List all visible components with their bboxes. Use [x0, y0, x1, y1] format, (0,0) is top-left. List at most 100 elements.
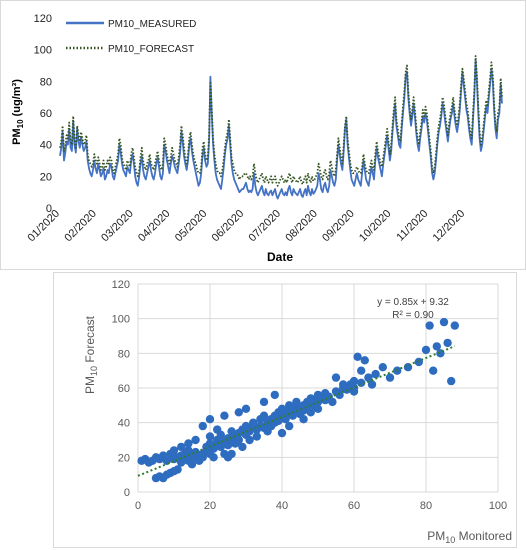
scatter-point — [259, 411, 269, 420]
y2-title-sub: 10 — [89, 366, 99, 376]
x-title-rest: Monitored — [455, 529, 512, 543]
x2-tick-label-3: 60 — [348, 500, 360, 512]
scatter-point — [234, 408, 243, 417]
y-tick-label-6: 120 — [34, 13, 52, 25]
scatter-point — [162, 456, 171, 465]
scatter-point — [205, 432, 215, 441]
scatter-point — [198, 453, 207, 462]
trendline-r-squared: R² = 0.90 — [392, 310, 434, 321]
scatter-x-axis-title: PM10 Monitored — [427, 529, 512, 545]
y2-tick-label-5: 100 — [112, 314, 130, 326]
x-title-main: PM — [427, 529, 445, 543]
scatter-point — [205, 415, 215, 424]
scatter-point — [443, 338, 452, 348]
scatter-point — [209, 453, 218, 462]
legend-measured-label: PM10_MEASURED — [108, 19, 196, 30]
scatter-point — [191, 435, 200, 445]
scatter-point — [353, 352, 362, 361]
scatter-point — [173, 465, 182, 474]
scatter-point — [367, 380, 377, 389]
x2-tick-label-0: 0 — [135, 500, 141, 512]
scatter-point — [259, 397, 269, 407]
x2-tick-label-4: 80 — [420, 500, 432, 512]
line-chart-legend: PM10_MEASURED PM10_FORECAST — [66, 19, 196, 55]
scatter-point — [277, 428, 287, 438]
scatter-point — [213, 425, 222, 434]
y-tick-label-3: 60 — [40, 108, 52, 120]
y-title-main: PM — [11, 128, 23, 145]
scatter-point — [335, 390, 344, 400]
x-title-sub: 10 — [445, 535, 455, 545]
line-chart-y-axis-title: PM10 (ug/m³) — [11, 79, 25, 145]
x2-tick-label-2: 40 — [276, 500, 288, 512]
scatter-point — [234, 435, 243, 445]
scatter-point — [241, 404, 251, 413]
y-title-sub: 10 — [16, 119, 25, 128]
y-tick-label-0: 0 — [46, 203, 52, 215]
scatter-y-axis-title: PM10 Forecast — [83, 315, 99, 394]
scatter-point — [313, 404, 323, 413]
line-chart-x-axis-title: Date — [267, 250, 293, 264]
y2-tick-label-0: 0 — [124, 487, 130, 499]
scatter-point — [270, 390, 279, 400]
legend-forecast-label: PM10_FORECAST — [108, 44, 194, 55]
scatter-point — [439, 317, 449, 327]
scatter-point — [385, 373, 395, 382]
y-tick-label-5: 100 — [34, 45, 52, 57]
y2-tick-label-6: 120 — [112, 279, 130, 291]
scatter-point — [378, 363, 387, 372]
y-tick-label-4: 80 — [40, 76, 52, 88]
scatter-point — [169, 446, 179, 455]
y2-tick-label-2: 40 — [118, 418, 130, 430]
scatter-point — [223, 453, 233, 462]
scatter-point — [450, 321, 459, 330]
series-line-measured — [59, 58, 503, 200]
scatter-point — [220, 411, 229, 420]
scatter-point — [328, 397, 337, 407]
y2-tick-label-3: 60 — [118, 383, 130, 395]
scatter-point — [285, 401, 294, 410]
scatter-point — [249, 418, 258, 427]
y2-title-rest: Forecast — [83, 315, 97, 366]
scatter-point — [306, 408, 315, 417]
scatter-trendline — [137, 345, 456, 477]
y2-title-main: PM — [83, 376, 97, 394]
scatter-point — [288, 411, 297, 420]
scatter-chart-y-ticks: 0 20 40 60 80 100 120 — [112, 279, 130, 499]
scatter-point — [238, 442, 247, 452]
scatter-point — [425, 321, 434, 330]
y-tick-label-2: 40 — [40, 140, 52, 152]
scatter-point — [339, 380, 348, 389]
scatter-point — [177, 442, 186, 452]
scatter-point — [364, 373, 373, 382]
scatter-point — [198, 421, 207, 431]
line-chart-y-ticks: 0 20 40 60 80 100 120 — [34, 13, 52, 215]
scatter-point — [285, 421, 294, 431]
scatter-point — [371, 369, 380, 379]
scatter-point — [360, 356, 369, 365]
trendline-equation: y = 0.85x + 9.32 — [377, 297, 449, 308]
line-chart-series — [59, 55, 503, 200]
x2-tick-label-5: 100 — [489, 500, 507, 512]
y-title-unit: (ug/m³) — [11, 79, 23, 120]
scatter-point — [349, 376, 359, 386]
scatter-point — [429, 366, 438, 375]
scatter-point — [281, 415, 290, 424]
scatter-point — [357, 366, 366, 375]
scatter-point — [421, 345, 431, 355]
scatter-point — [432, 342, 441, 351]
scatter-chart-points — [137, 317, 459, 483]
scatter-point — [252, 432, 261, 441]
scatter-point — [292, 397, 301, 407]
scatter-point — [447, 376, 456, 386]
y2-tick-label-4: 80 — [118, 348, 130, 360]
y2-tick-label-1: 20 — [118, 452, 130, 464]
y-tick-label-1: 20 — [40, 171, 52, 183]
scatter-point — [184, 446, 193, 455]
scatter-point — [331, 373, 341, 382]
x2-tick-label-1: 20 — [204, 500, 216, 512]
scatter-point — [184, 439, 193, 448]
